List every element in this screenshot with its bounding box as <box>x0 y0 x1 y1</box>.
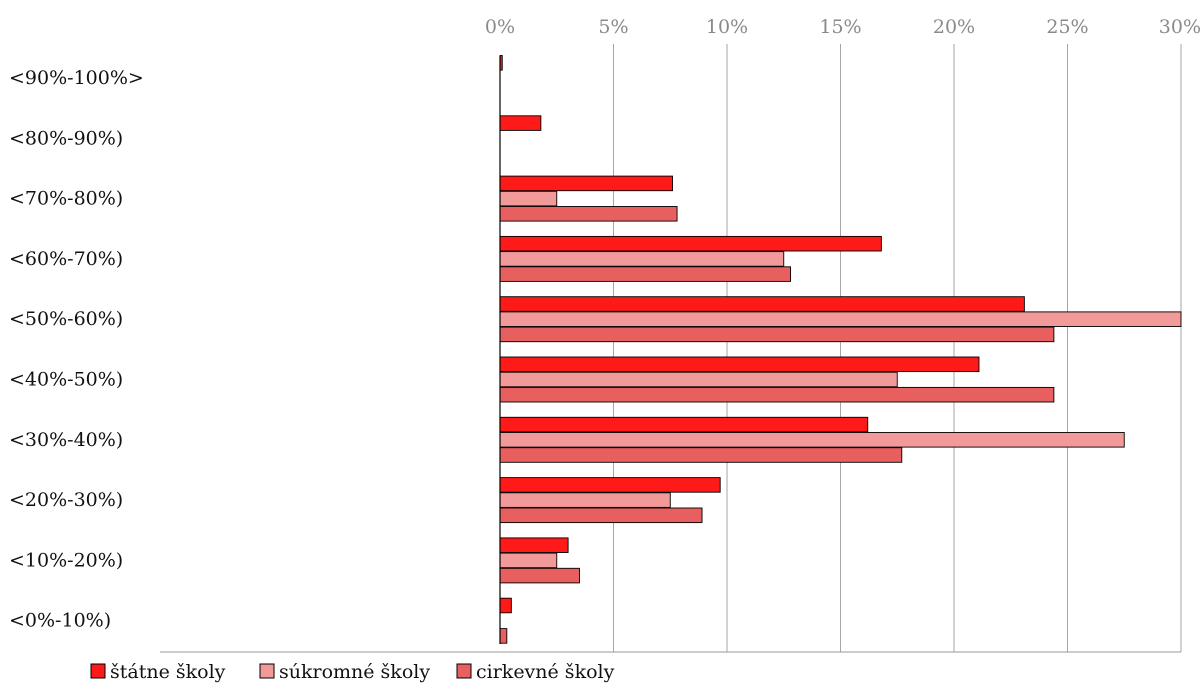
x-tick-label: 25% <box>1046 16 1088 38</box>
bar <box>499 567 580 584</box>
bar <box>499 537 569 553</box>
bar <box>499 206 678 222</box>
category-label: <30%-40%) <box>9 429 123 451</box>
bar <box>499 628 508 644</box>
category-label: <50%-60%) <box>9 308 123 330</box>
bar <box>499 477 721 493</box>
bar <box>499 416 869 433</box>
legend-label: súkromné školy <box>279 661 430 683</box>
x-tick-label: 0% <box>485 16 515 38</box>
bar <box>499 386 1055 403</box>
bar <box>499 597 512 614</box>
bar <box>499 266 792 282</box>
category-label: <80%-90%) <box>9 127 123 149</box>
category-label: <40%-50%) <box>9 369 123 391</box>
bars <box>499 55 1182 644</box>
category-label: <10%-20%) <box>9 549 123 571</box>
bar <box>499 235 882 252</box>
bar <box>499 251 785 267</box>
legend-swatch <box>90 663 106 679</box>
x-tick-label: 15% <box>819 16 861 38</box>
category-label: <0%-10%) <box>9 610 111 632</box>
category-labels: <90%-100%> <80%-90%) <70%-80%) <60%-70%) <50… <box>9 67 144 632</box>
legend: štátne školy súkromné školy cirkevné školy <box>90 661 615 683</box>
legend-swatch <box>456 663 472 679</box>
category-label: <70%-80%) <box>9 188 123 210</box>
bar <box>499 492 671 508</box>
bar <box>499 371 898 388</box>
x-tick-labels: 0% 5% 10% 15% 20% 25% 30% <box>485 16 1201 38</box>
legend-label: štátne školy <box>110 661 226 683</box>
axes <box>160 56 1181 653</box>
bar <box>499 115 542 131</box>
bar <box>499 432 1125 448</box>
x-tick-label: 5% <box>598 16 628 38</box>
legend-label: cirkevné školy <box>476 661 615 683</box>
category-label: <90%-100%> <box>9 67 144 89</box>
bar <box>499 552 558 569</box>
legend-swatch <box>259 663 275 679</box>
bar <box>499 311 1182 327</box>
x-tick-label: 10% <box>706 16 748 38</box>
category-label: <20%-30%) <box>9 489 123 511</box>
bar <box>499 326 1055 343</box>
bar <box>499 296 1025 312</box>
bar <box>499 175 673 192</box>
bar <box>499 356 980 373</box>
bar <box>499 447 903 463</box>
x-tick-label: 30% <box>1159 16 1201 38</box>
gridlines <box>613 44 1182 652</box>
x-tick-label: 20% <box>933 16 975 38</box>
bar <box>499 190 558 207</box>
bar <box>499 507 703 524</box>
category-label: <60%-70%) <box>9 248 123 270</box>
